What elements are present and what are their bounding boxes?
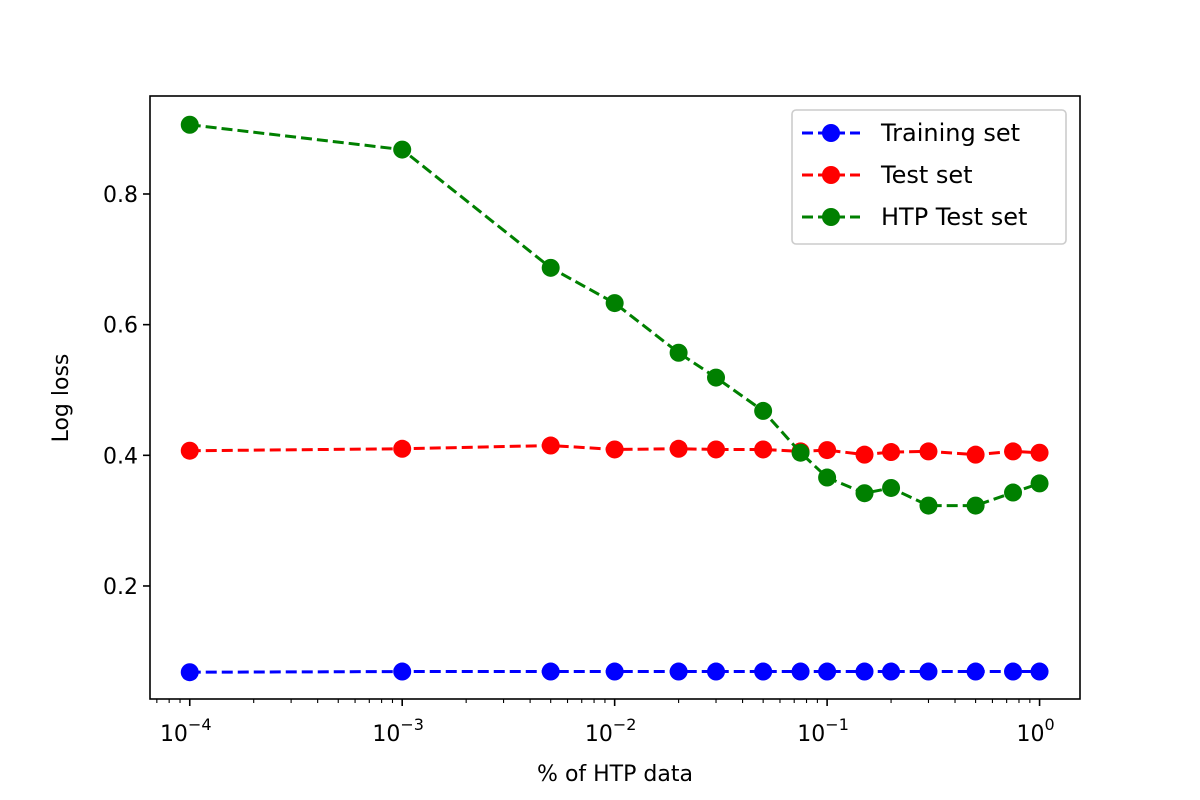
data-point — [818, 441, 837, 460]
data-point — [855, 445, 874, 464]
data-point — [966, 662, 985, 681]
data-point — [707, 368, 726, 387]
series-3 — [180, 115, 1049, 515]
data-point — [669, 343, 688, 362]
data-point — [1004, 442, 1023, 461]
legend-label: Training set — [880, 119, 1020, 147]
data-point — [791, 443, 810, 462]
data-point — [919, 662, 938, 681]
x-tick-label: 10−2 — [585, 715, 637, 747]
data-point — [393, 439, 412, 458]
data-point — [919, 442, 938, 461]
data-point — [791, 662, 810, 681]
data-point — [180, 663, 199, 682]
data-point — [605, 662, 624, 681]
x-tick-label: 10−1 — [797, 715, 849, 747]
data-point — [855, 484, 874, 503]
data-point — [1030, 474, 1049, 493]
data-point — [754, 440, 773, 459]
data-point — [882, 443, 901, 462]
data-point — [541, 662, 560, 681]
data-point — [882, 478, 901, 497]
y-axis-label: Log loss — [49, 354, 74, 443]
data-point — [855, 662, 874, 681]
data-point — [1004, 483, 1023, 502]
legend-label: Test set — [880, 161, 973, 189]
x-tick-label: 10−4 — [160, 715, 212, 747]
data-point — [754, 662, 773, 681]
y-tick-label: 0.6 — [103, 314, 138, 339]
data-point — [180, 441, 199, 460]
legend-marker — [822, 124, 840, 142]
series-1 — [180, 662, 1049, 682]
data-point — [966, 496, 985, 515]
data-point — [882, 662, 901, 681]
data-point — [754, 401, 773, 420]
data-point — [669, 439, 688, 458]
data-point — [818, 662, 837, 681]
x-tick-label: 10−3 — [372, 715, 424, 747]
data-point — [393, 662, 412, 681]
data-point — [966, 445, 985, 464]
data-point — [180, 115, 199, 134]
legend-box — [791, 109, 1067, 245]
legend-entry: Training set — [802, 119, 1020, 147]
data-point — [669, 662, 688, 681]
data-point — [919, 496, 938, 515]
data-point — [393, 140, 412, 159]
x-axis-label: % of HTP data — [537, 762, 693, 787]
legend-entry: Test set — [802, 161, 973, 189]
legend-label: HTP Test set — [881, 203, 1027, 231]
data-point — [1030, 443, 1049, 462]
data-point — [818, 468, 837, 487]
legend-marker — [822, 166, 840, 184]
data-point — [1004, 662, 1023, 681]
series-layer — [180, 115, 1049, 682]
data-point — [707, 662, 726, 681]
legend-entry: HTP Test set — [802, 203, 1027, 231]
data-point — [541, 436, 560, 455]
legend-marker — [822, 208, 840, 226]
data-point — [605, 440, 624, 459]
x-tick-label: 100 — [1016, 715, 1054, 747]
data-point — [605, 294, 624, 313]
data-point — [707, 440, 726, 459]
data-point — [541, 258, 560, 277]
y-tick-label: 0.4 — [103, 444, 138, 469]
data-point — [1030, 662, 1049, 681]
legend: Training set Test set HTP Test set — [791, 109, 1067, 245]
y-tick-label: 0.2 — [103, 575, 138, 600]
axes-layer: 10−4 10−3 10−2 10−1 100 0.2 0.4 0.6 0.8 — [103, 95, 1081, 747]
y-tick-label: 0.8 — [103, 183, 138, 208]
